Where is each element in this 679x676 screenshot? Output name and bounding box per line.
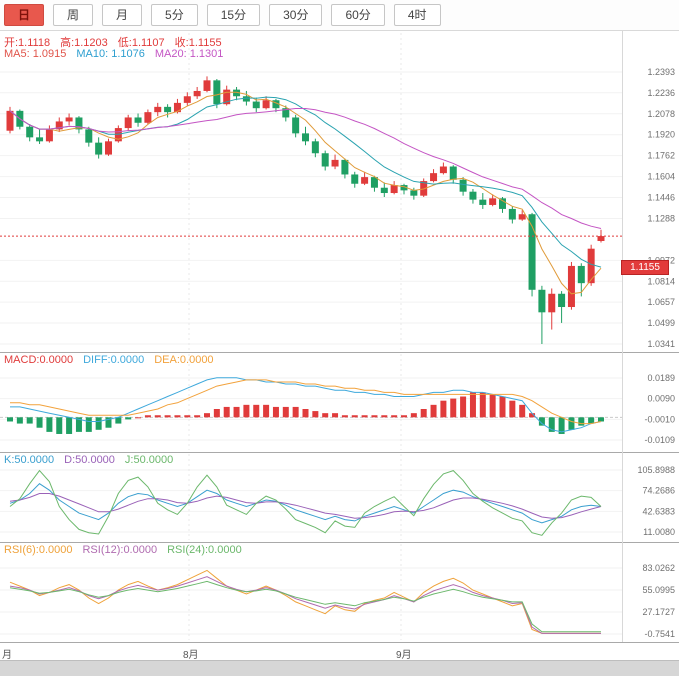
y-axis-label: 1.0499 (647, 318, 675, 328)
rsi-chart[interactable]: 83.0262 55.0995 27.1727 -0.7541 (0, 542, 679, 642)
y-axis-label: 1.0341 (647, 339, 675, 349)
macd-histogram-layer (7, 392, 604, 434)
timeframe-toolbar: 日周月 5分 15分 30分 60分 4时 (0, 0, 679, 31)
y-axis-label: 1.1920 (647, 130, 675, 140)
rsi12-line (9, 576, 601, 634)
y-axis-label: -0.7541 (644, 629, 675, 639)
timeframe-tab-3[interactable]: 月 (102, 4, 143, 26)
y-axis-label: 83.0262 (642, 563, 675, 573)
timeframe-tab-7[interactable]: 60分 (331, 4, 385, 26)
price-panel: 1.2393 1.2236 1.2078 1.1920 1.1762 1.1604 1.14… (0, 31, 679, 352)
ma10-line (9, 96, 602, 268)
kdj-grid-layer: 105.8988 74.2686 42.6383 11.0080 (0, 452, 679, 542)
timeframe-tab-2[interactable]: 周 (53, 4, 94, 26)
y-axis-label: -0.0109 (644, 435, 675, 445)
y-axis-label: 1.0814 (647, 276, 675, 286)
price-chart[interactable]: 1.2393 1.2236 1.2078 1.1920 1.1762 1.1604 1.14… (0, 31, 679, 352)
y-axis-label: 74.2686 (642, 486, 675, 496)
rsi6-line (9, 569, 601, 634)
dea-line (10, 379, 602, 425)
timeframe-tab-4[interactable]: 5分 (151, 4, 198, 26)
rsi24-line (9, 580, 601, 633)
current-price-tag: 1.1155 (621, 260, 669, 276)
y-axis-label: 27.1727 (642, 607, 675, 617)
ma20-line (9, 108, 602, 229)
macd-chart[interactable]: 0.0189 0.0090 -0.0010 -0.0109 (0, 352, 679, 452)
y-axis-label: 1.1762 (647, 151, 675, 161)
y-axis-label: 1.2236 (647, 88, 675, 98)
macd-panel: 0.0189 0.0090 -0.0010 -0.0109 MACD:0.0000 DI… (0, 352, 679, 452)
rsi-grid-layer: 83.0262 55.0995 27.1727 -0.7541 (0, 542, 679, 642)
x-axis-label-aug: 8月 (183, 650, 199, 661)
x-axis: 月 8月 9月 (0, 642, 679, 661)
y-axis-label: 11.0080 (643, 527, 675, 537)
rsi-panel: 83.0262 55.0995 27.1727 -0.7541 RSI(6):0.00… (0, 542, 679, 642)
x-axis-label-sep: 9月 (396, 650, 412, 661)
horizontal-scrollbar[interactable] (0, 660, 679, 676)
x-axis-label-jul: 月 (2, 650, 12, 661)
ma5-line (9, 91, 602, 295)
k-line (9, 483, 602, 524)
macd-grid-layer: 0.0189 0.0090 -0.0010 -0.0109 (0, 352, 679, 452)
diff-line (10, 377, 602, 433)
y-axis-label: 1.0657 (647, 297, 675, 307)
candles-layer (6, 76, 605, 344)
y-axis-label: 55.0995 (642, 585, 675, 595)
timeframe-tab-1[interactable]: 日 (4, 4, 45, 26)
y-axis-label: 42.6383 (642, 506, 675, 516)
y-axis-label: 1.2078 (647, 109, 675, 119)
price-grid-layer: 1.2393 1.2236 1.2078 1.1920 1.1762 1.1604 1.14… (0, 31, 675, 352)
timeframe-tab-6[interactable]: 30分 (269, 4, 323, 26)
timeframe-tab-5[interactable]: 15分 (206, 4, 261, 26)
d-line (9, 493, 602, 519)
y-axis-label: 1.1288 (647, 213, 675, 223)
y-axis-label: 1.1446 (647, 193, 675, 203)
kdj-chart[interactable]: 105.8988 74.2686 42.6383 11.0080 (0, 452, 679, 542)
y-axis-label: 1.1604 (647, 172, 675, 182)
y-axis-label: 1.2393 (647, 67, 675, 77)
y-axis-label: -0.0010 (644, 414, 675, 424)
j-line (9, 469, 602, 536)
kdj-panel: 105.8988 74.2686 42.6383 11.0080 K:50.0000 D… (0, 452, 679, 542)
y-axis-label: 0.0090 (647, 394, 675, 404)
timeframe-tab-8[interactable]: 4时 (393, 4, 441, 26)
y-axis-label: 105.8988 (637, 465, 675, 475)
y-axis-label: 0.0189 (647, 373, 675, 383)
